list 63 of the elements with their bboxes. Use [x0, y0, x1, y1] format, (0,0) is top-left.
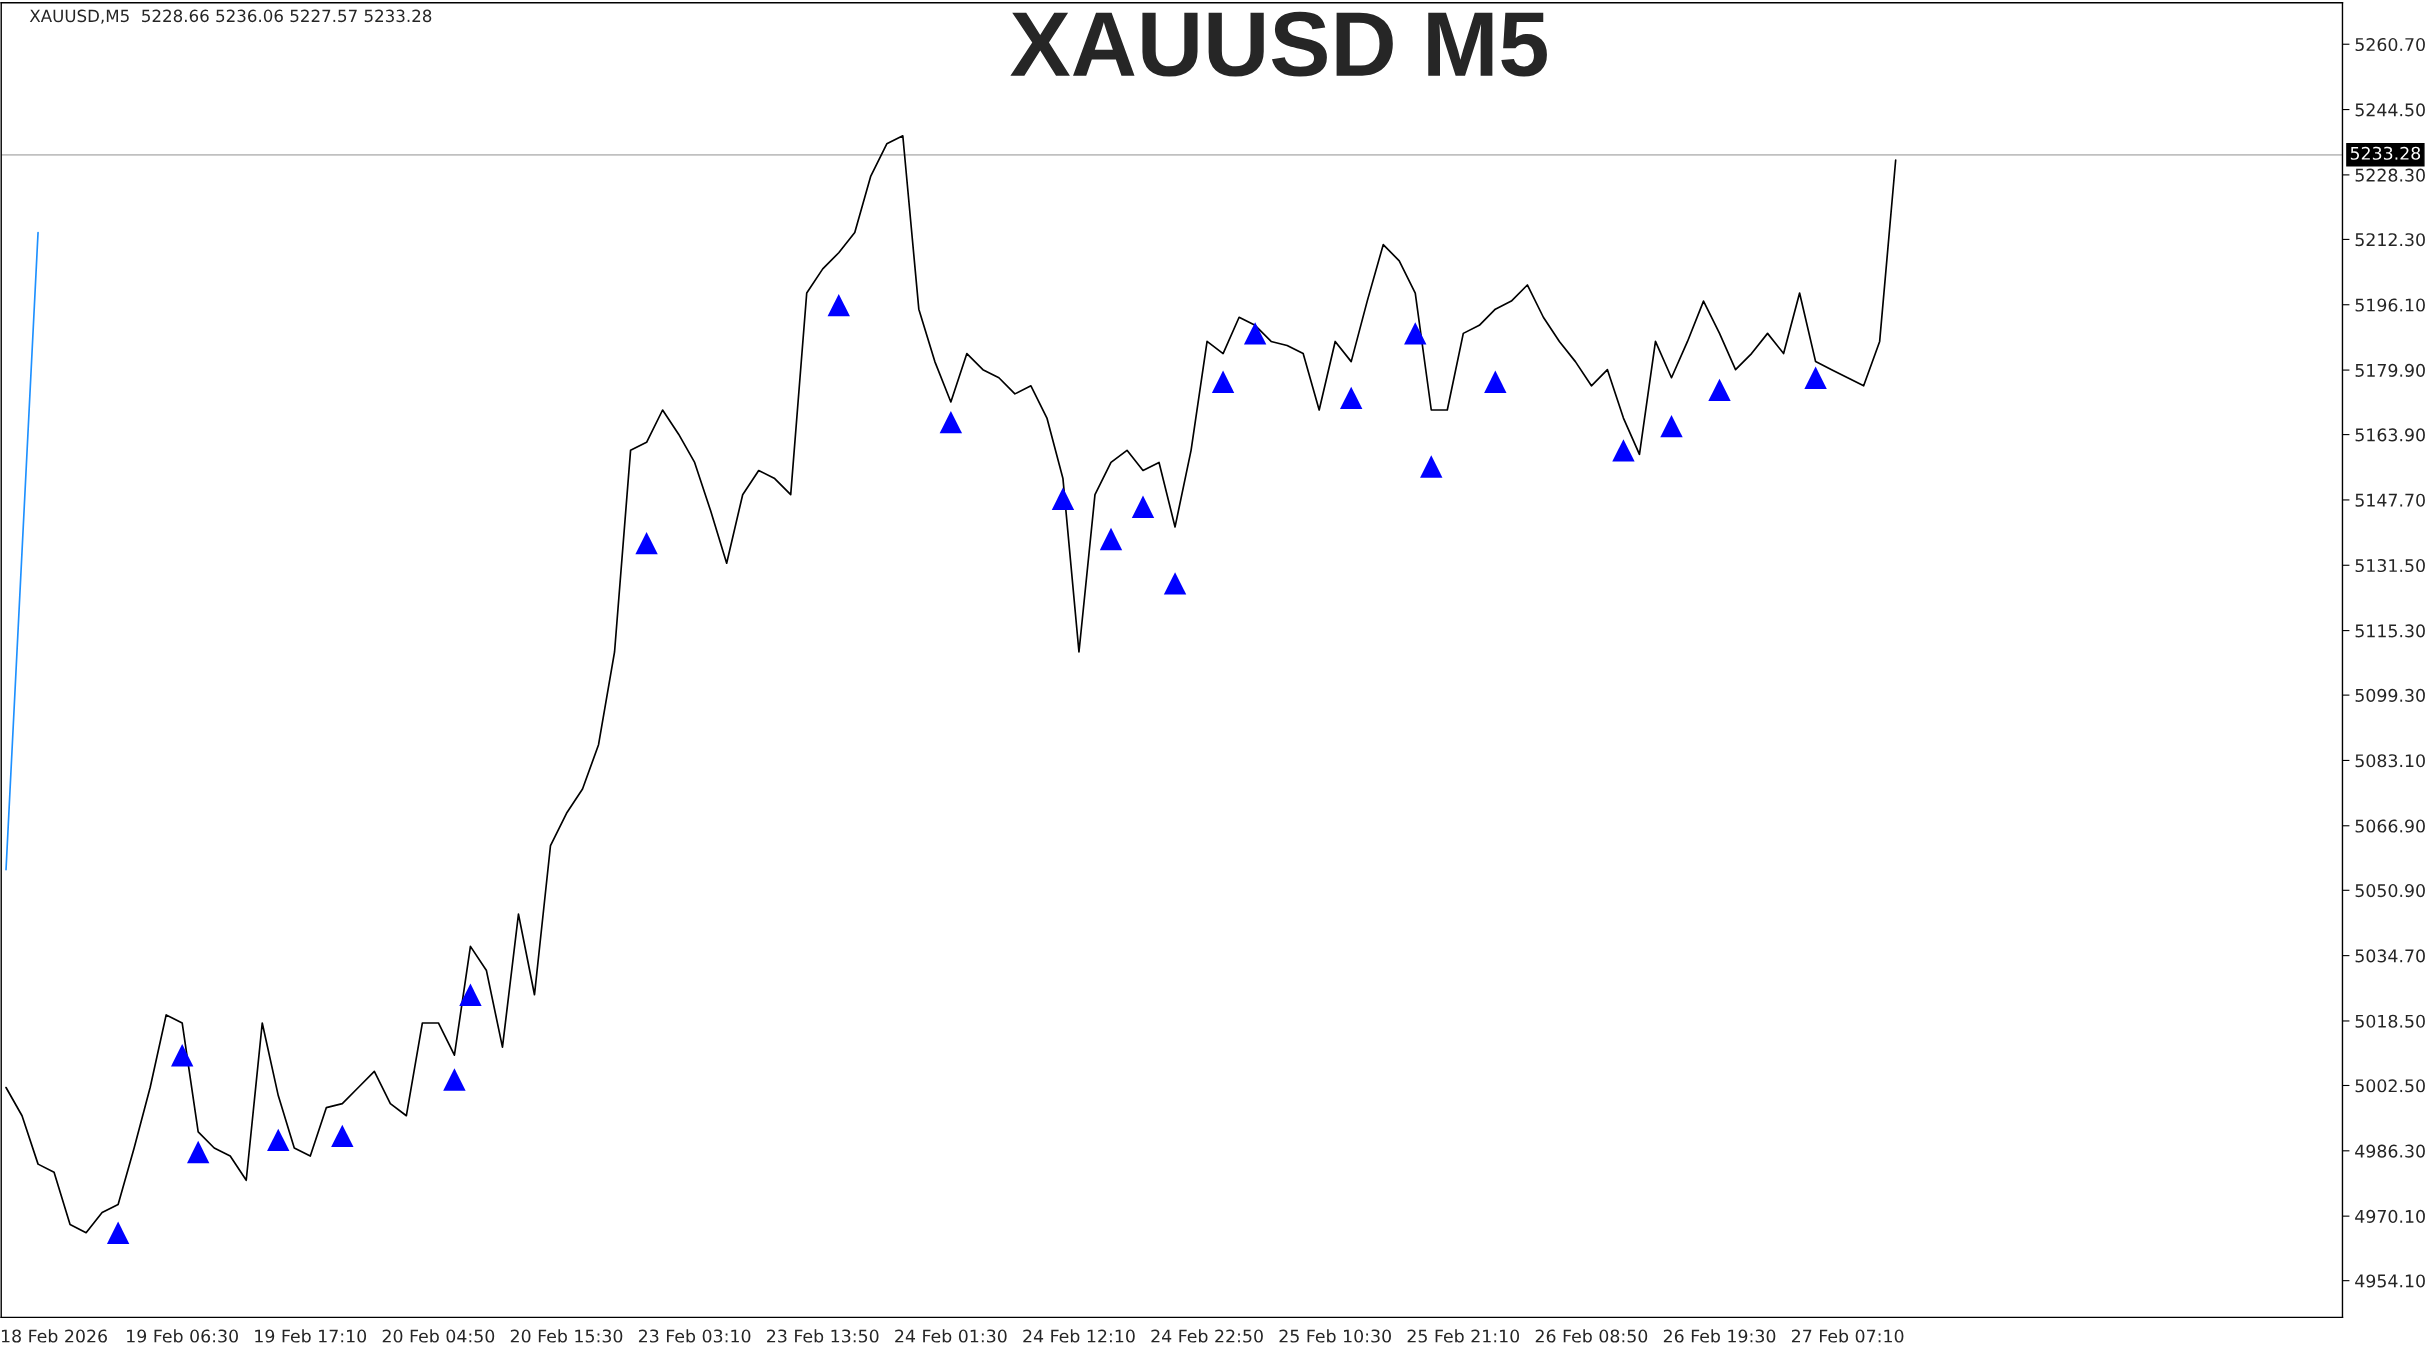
x-tick-label: 25 Feb 21:10 — [1407, 1329, 1520, 1343]
point — [1708, 378, 1731, 402]
y-tick-label: 4986.30 — [2355, 1144, 2425, 1158]
y-tick-label: 5244.50 — [2355, 103, 2425, 117]
point — [1804, 366, 1827, 389]
point — [1051, 487, 1075, 510]
x-tick-label: 27 Feb 07:10 — [1791, 1329, 1904, 1343]
y-tick-label: 5066.90 — [2355, 819, 2425, 833]
y-tick-label: 4970.10 — [2355, 1209, 2425, 1223]
point — [1420, 455, 1443, 478]
x-tick-label: 26 Feb 19:30 — [1663, 1329, 1776, 1343]
ref-line-label: 5233.28 — [2350, 146, 2421, 160]
y-tick-label: 5050.90 — [2355, 884, 2425, 898]
point — [186, 1140, 210, 1164]
x-tick-label: 19 Feb 06:30 — [127, 1329, 238, 1343]
point — [1243, 322, 1267, 345]
x-tick-label: 20 Feb 04:50 — [382, 1329, 495, 1343]
point — [267, 1128, 290, 1152]
point — [635, 531, 658, 555]
x-tick-label: 23 Feb 03:10 — [638, 1329, 751, 1343]
x-tick-label: 19 Feb 17:10 — [255, 1329, 367, 1343]
chart-title: XAUUSD M5 — [1010, 11, 1547, 77]
x-tick-label: 18 Feb 2026 — [1, 1329, 107, 1343]
point — [1131, 495, 1155, 518]
y-tick-label: 5212.30 — [2355, 233, 2425, 247]
y-tick-label: 4954.10 — [2355, 1274, 2425, 1288]
point — [1340, 386, 1363, 410]
x-tick-label: 24 Feb 01:30 — [895, 1329, 1007, 1343]
point — [459, 983, 482, 1006]
y-tick-label: 5147.70 — [2355, 493, 2425, 507]
y-tick-label: 5099.30 — [2355, 688, 2425, 702]
point — [1211, 370, 1235, 393]
y-tick-label: 5002.50 — [2355, 1079, 2425, 1093]
point — [1404, 322, 1427, 345]
line-series — [5, 134, 1897, 1234]
x-tick-label: 20 Feb 15:30 — [510, 1329, 623, 1343]
x-tick-label: 25 Feb 10:30 — [1279, 1329, 1391, 1343]
x-tick-label: 23 Feb 13:50 — [767, 1329, 879, 1343]
point — [170, 1044, 194, 1067]
point — [1163, 572, 1187, 595]
point — [1484, 370, 1507, 393]
y-tick-label: 5131.50 — [2355, 558, 2425, 573]
x-tick-label: 24 Feb 22:50 — [1151, 1329, 1263, 1343]
point — [827, 293, 850, 317]
point — [1660, 414, 1683, 438]
y-tick-label: 5083.10 — [2355, 754, 2425, 768]
y-tick-label: 5196.10 — [2355, 298, 2425, 312]
point — [106, 1221, 130, 1244]
x-tick-label: 26 Feb 08:50 — [1535, 1329, 1648, 1343]
point — [331, 1124, 354, 1148]
y-tick-label: 5034.70 — [2355, 949, 2425, 963]
y-tick-label: 5115.30 — [2355, 624, 2425, 638]
point — [1099, 527, 1123, 551]
y-tick-label: 5260.70 — [2355, 37, 2425, 52]
y-tick-label: 5163.90 — [2355, 428, 2425, 442]
y-tick-label: 5228.30 — [2355, 168, 2425, 182]
point — [939, 410, 963, 434]
y-tick-label: 5179.90 — [2355, 363, 2425, 377]
annotation: XAUUSD,M5 5228.66 5236.06 5227.57 5233.28 — [29, 9, 432, 24]
point — [443, 1068, 466, 1091]
y-tick-label: 5018.50 — [2355, 1014, 2425, 1028]
point — [1612, 439, 1635, 462]
x-tick-label: 24 Feb 12:10 — [1023, 1329, 1135, 1343]
